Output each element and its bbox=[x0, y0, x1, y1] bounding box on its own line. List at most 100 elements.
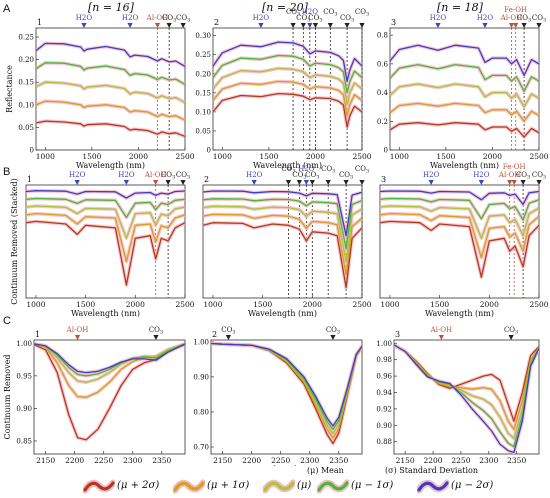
series-line-mu-plus-2s bbox=[390, 122, 539, 138]
group-label-3: [n = 18] bbox=[437, 1, 483, 14]
series-line-mu-minus-2s bbox=[213, 41, 362, 83]
y-tick-label: 0.70 bbox=[193, 443, 209, 451]
feature-label: CO3 bbox=[296, 14, 310, 24]
feature-label: H2O bbox=[423, 171, 440, 179]
series-line-mu-plus-1s bbox=[213, 80, 362, 117]
panel-number: 1 bbox=[27, 175, 32, 184]
plot-frame bbox=[393, 339, 540, 455]
feature-label: CO3 bbox=[149, 326, 163, 336]
y-tick-label: 1.00 bbox=[376, 340, 392, 348]
feature-label: CO3 bbox=[308, 14, 322, 24]
feature-marker-icon bbox=[123, 180, 129, 185]
y-tick-label: 0 bbox=[384, 147, 388, 155]
y-tick-label: 0.90 bbox=[16, 405, 32, 413]
x-tick-label: 2200 bbox=[242, 456, 261, 465]
feature-marker-icon bbox=[251, 180, 257, 185]
panel-number: 1 bbox=[37, 18, 42, 27]
feature-marker-icon bbox=[74, 335, 81, 340]
feature-label: Fe-OH bbox=[503, 163, 526, 171]
series-line-mu-plus-2s bbox=[203, 222, 362, 289]
x-tick-label: 2500 bbox=[352, 152, 371, 161]
legend-swatch-mu bbox=[263, 479, 295, 494]
feature-label: H2O bbox=[122, 14, 139, 22]
y-tick-label: 0.15 bbox=[18, 79, 34, 87]
row-letter-a: A bbox=[3, 3, 11, 15]
panel-number: 2 bbox=[212, 330, 217, 339]
y-tick-label: 0.15 bbox=[195, 89, 211, 97]
feature-marker-icon bbox=[153, 335, 159, 340]
y-tick-label: 0.05 bbox=[195, 127, 211, 135]
y-tick-label: 0.05 bbox=[18, 124, 34, 132]
series-line-mu-minus-2s bbox=[36, 42, 185, 67]
feature-marker-icon bbox=[536, 180, 542, 185]
feature-marker-icon bbox=[285, 180, 292, 185]
group-label-2: [n = 20] bbox=[262, 1, 308, 14]
feature-marker-icon bbox=[330, 335, 336, 340]
y-tick-label: 0.90 bbox=[193, 373, 209, 381]
y-tick-label: 0.30 bbox=[195, 32, 211, 40]
y-tick-label: 0.85 bbox=[16, 437, 32, 445]
series-line-mu-minus-2s bbox=[203, 190, 362, 237]
y-tick-label: 0.92 bbox=[376, 405, 392, 413]
feature-marker-icon bbox=[290, 23, 296, 28]
panel-c2: 2 CO3 CO3 2150 2200 2250 2300 2350 0.70 0.80 0.90 1… bbox=[193, 326, 363, 466]
y-tick-label: 0.8 bbox=[377, 32, 388, 40]
panel-number: 1 bbox=[35, 330, 40, 339]
x-tick-label: 1000 bbox=[213, 152, 232, 161]
x-tick-label: 2350 bbox=[507, 456, 526, 465]
series-line-mu-minus-2s bbox=[26, 190, 185, 199]
panel-c1: 1 Al-OH CO3 2150 2200 2250 2300 2350 0.85 0.90 0.9… bbox=[3, 326, 186, 465]
y-axis-label: Reflectance bbox=[5, 65, 14, 113]
feature-marker-icon bbox=[300, 23, 306, 28]
series-line-mu-plus-2s bbox=[36, 120, 185, 138]
feature-marker-icon bbox=[166, 23, 172, 28]
feature-marker-icon bbox=[343, 180, 349, 185]
x-tick-label: 1000 bbox=[26, 300, 45, 309]
feature-marker-icon bbox=[359, 180, 365, 185]
y-tick-label: 0.2 bbox=[377, 118, 388, 126]
feature-marker-icon bbox=[482, 23, 488, 28]
feature-label: CO3 bbox=[339, 171, 353, 181]
feature-marker-icon bbox=[180, 23, 186, 28]
x-tick-label: 2000 bbox=[306, 152, 325, 161]
series-line-mu-minus-1s bbox=[390, 63, 539, 92]
feature-label: CO3 bbox=[176, 14, 190, 24]
feature-label: CO3 bbox=[176, 171, 190, 181]
row-letter-c: C bbox=[3, 315, 11, 327]
y-tick-label: 0.10 bbox=[195, 108, 211, 116]
feature-label: H2O bbox=[76, 14, 93, 22]
feature-label: H2O bbox=[302, 8, 319, 16]
series-line-mu-minus-2s bbox=[34, 343, 185, 374]
feature-marker-icon bbox=[344, 23, 350, 28]
feature-marker-icon bbox=[81, 23, 87, 28]
feature-marker-icon bbox=[520, 180, 526, 185]
legend-swatch-mu-plus-1s bbox=[173, 479, 205, 494]
feature-label: Al-OH bbox=[500, 14, 523, 22]
feature-label: H2O bbox=[477, 14, 494, 22]
series-line-mu bbox=[36, 81, 185, 104]
y-tick-label: 0.25 bbox=[195, 51, 211, 59]
x-tick-label: 1000 bbox=[36, 152, 55, 161]
x-tick-label: 1500 bbox=[259, 152, 278, 161]
feature-label: Al-OH bbox=[66, 326, 89, 334]
series-line-mu-minus-1s bbox=[213, 54, 362, 94]
x-tick-label: 1000 bbox=[380, 300, 399, 309]
x-tick-label: 2150 bbox=[36, 456, 55, 465]
plot-frame bbox=[35, 27, 186, 151]
series-line-mu-minus-1s bbox=[203, 198, 362, 250]
feature-marker-icon bbox=[312, 23, 319, 28]
x-tick-label: 1500 bbox=[436, 152, 455, 161]
panel-number: 3 bbox=[395, 330, 400, 339]
x-tick-label: 2200 bbox=[65, 456, 84, 465]
plot-frame bbox=[389, 27, 540, 151]
legend-text-mu-minus-2s: (μ − 2σ) bbox=[451, 480, 494, 491]
panel-number: 2 bbox=[204, 175, 209, 184]
x-axis-label: Wavelength (nm) bbox=[253, 161, 322, 170]
series-line-mu-minus-2s bbox=[380, 190, 539, 206]
x-tick-label: 1000 bbox=[390, 152, 409, 161]
x-axis-label: Wavelength (nm) bbox=[430, 161, 499, 170]
feature-marker-icon bbox=[438, 335, 445, 340]
series-line-mu bbox=[203, 205, 362, 263]
